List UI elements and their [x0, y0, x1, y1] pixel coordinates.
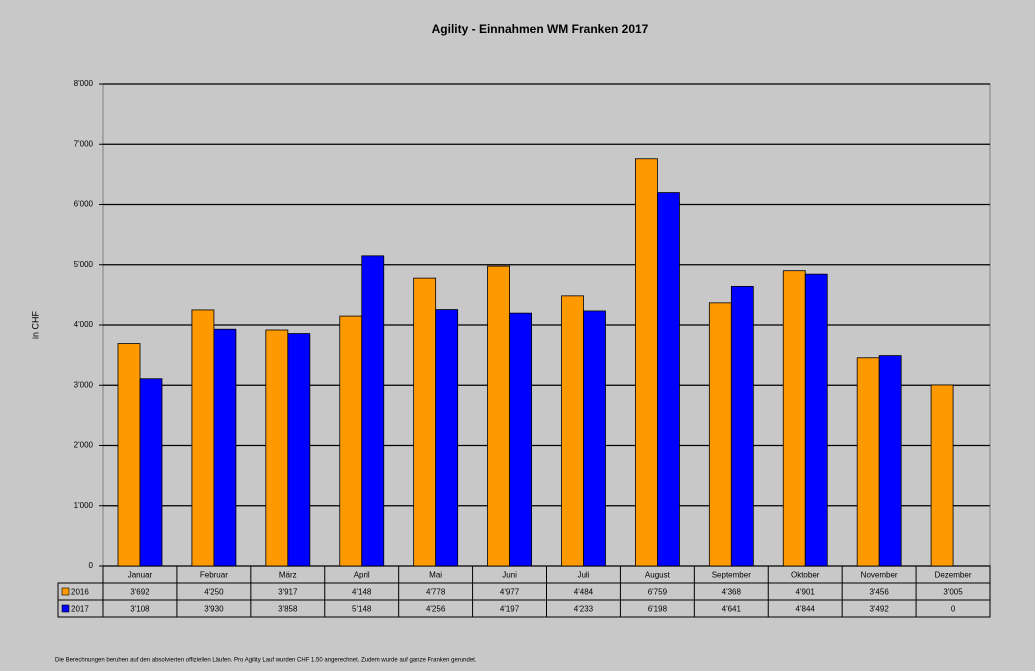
y-tick-label: 1'000 [74, 501, 94, 510]
footnote: Die Berechnungen beruhen auf den absolvi… [55, 658, 477, 664]
x-tick-label: August [645, 571, 671, 580]
table-cell: 4'844 [796, 605, 816, 614]
bar [339, 315, 363, 567]
x-tick-label: Oktober [791, 571, 820, 580]
table-cell: 3'492 [869, 605, 889, 614]
table-cell: 3'930 [204, 605, 224, 614]
y-tick-label: 3'000 [74, 380, 94, 389]
table-cell: 3'108 [130, 605, 150, 614]
bar [191, 309, 215, 567]
x-tick-label: April [354, 571, 370, 580]
table-cell: 3'005 [943, 588, 963, 597]
table-cell: 0 [951, 605, 956, 614]
bar [657, 192, 680, 567]
bar [435, 309, 459, 567]
bar [361, 255, 385, 567]
legend-swatch [61, 604, 70, 613]
x-tick-label: Juli [577, 571, 589, 580]
table-cell: 4'368 [722, 588, 742, 597]
y-tick-label: 4'000 [74, 320, 94, 329]
table-cell: 3'858 [278, 605, 298, 614]
table-cell: 3'456 [869, 588, 889, 597]
bar [878, 355, 902, 567]
bar [117, 343, 141, 567]
table-cell: 4'641 [722, 605, 742, 614]
bar [487, 265, 510, 567]
x-tick-label: Dezember [935, 571, 972, 580]
x-tick-label: November [861, 571, 898, 580]
bar [139, 378, 163, 567]
x-tick-label: Mai [429, 571, 442, 580]
chart-title: Agility - Einnahmen WM Franken 2017 [432, 22, 649, 36]
table-cell: 3'692 [130, 588, 150, 597]
table-cell: 4'977 [500, 588, 520, 597]
bar [635, 158, 658, 567]
table-cell: 6'759 [648, 588, 668, 597]
x-tick-label: März [279, 571, 297, 580]
bar [782, 270, 806, 567]
y-tick-label: 5'000 [74, 260, 94, 269]
bar [413, 277, 437, 567]
table-cell: 4'901 [796, 588, 816, 597]
bar [509, 312, 532, 567]
bar [213, 328, 237, 567]
bar [265, 329, 289, 567]
y-tick-label: 8'000 [74, 79, 94, 88]
x-tick-label: Juni [502, 571, 517, 580]
y-tick-label: 6'000 [74, 200, 94, 209]
y-tick-label: 7'000 [74, 139, 94, 148]
table-cell: 4'197 [500, 605, 520, 614]
bar [708, 302, 732, 567]
table-cell: 4'778 [426, 588, 446, 597]
y-tick-label: 0 [89, 561, 94, 570]
x-tick-label: Januar [128, 571, 153, 580]
x-tick-label: Februar [200, 571, 228, 580]
legend-label: 2017 [71, 605, 89, 614]
table-cell: 4'233 [574, 605, 594, 614]
table-cell: 3'917 [278, 588, 298, 597]
table-cell: 4'148 [352, 588, 372, 597]
table-cell: 4'256 [426, 605, 446, 614]
bar [856, 357, 880, 567]
table-cell: 5'148 [352, 605, 372, 614]
bar [561, 295, 584, 567]
bar [930, 384, 954, 567]
y-tick-label: 2'000 [74, 441, 94, 450]
table-cell: 4'484 [574, 588, 594, 597]
x-tick-label: September [712, 571, 751, 580]
legend-label: 2016 [71, 588, 89, 597]
bar [287, 333, 311, 567]
bar [583, 310, 606, 567]
y-axis-label: in CHF [30, 311, 40, 340]
bar [730, 285, 754, 567]
legend-swatch [61, 587, 70, 596]
bar [804, 273, 828, 567]
table-cell: 4'250 [204, 588, 224, 597]
table-cell: 6'198 [648, 605, 668, 614]
